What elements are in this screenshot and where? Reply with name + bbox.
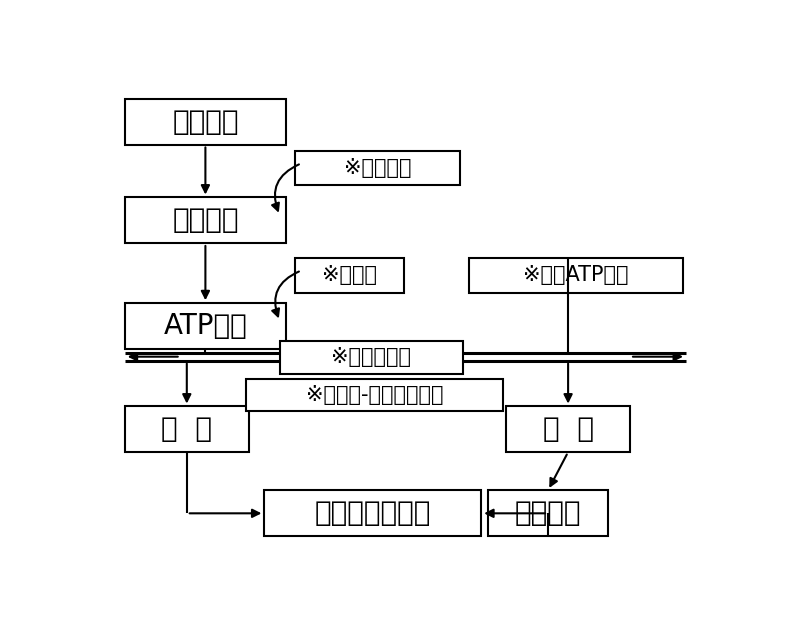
FancyBboxPatch shape <box>264 490 482 536</box>
Text: ※免疫磁珠: ※免疫磁珠 <box>344 158 411 178</box>
FancyBboxPatch shape <box>295 151 459 185</box>
Text: ※检测缓冲液: ※检测缓冲液 <box>331 348 411 368</box>
Text: ATP提取: ATP提取 <box>163 312 247 340</box>
Text: 样品制备: 样品制备 <box>172 108 238 136</box>
Text: ※荧光素-荧光素酶试剂: ※荧光素-荧光素酶试剂 <box>306 385 443 405</box>
FancyBboxPatch shape <box>125 406 249 452</box>
FancyBboxPatch shape <box>506 406 630 452</box>
Text: 标准曲线: 标准曲线 <box>514 499 581 527</box>
FancyBboxPatch shape <box>246 379 503 411</box>
FancyBboxPatch shape <box>487 490 609 536</box>
Text: 检  测: 检 测 <box>542 415 594 443</box>
FancyBboxPatch shape <box>469 258 682 293</box>
Text: 检  测: 检 测 <box>162 415 212 443</box>
FancyBboxPatch shape <box>280 341 462 374</box>
FancyBboxPatch shape <box>125 303 286 349</box>
FancyBboxPatch shape <box>125 99 286 145</box>
Text: ※标准ATP试剂: ※标准ATP试剂 <box>523 265 629 285</box>
Text: 数据记录与处理: 数据记录与处理 <box>314 499 431 527</box>
FancyBboxPatch shape <box>125 197 286 243</box>
FancyBboxPatch shape <box>295 258 404 293</box>
Text: ※裂解液: ※裂解液 <box>322 265 377 285</box>
Text: 磁珠富集: 磁珠富集 <box>172 206 238 234</box>
